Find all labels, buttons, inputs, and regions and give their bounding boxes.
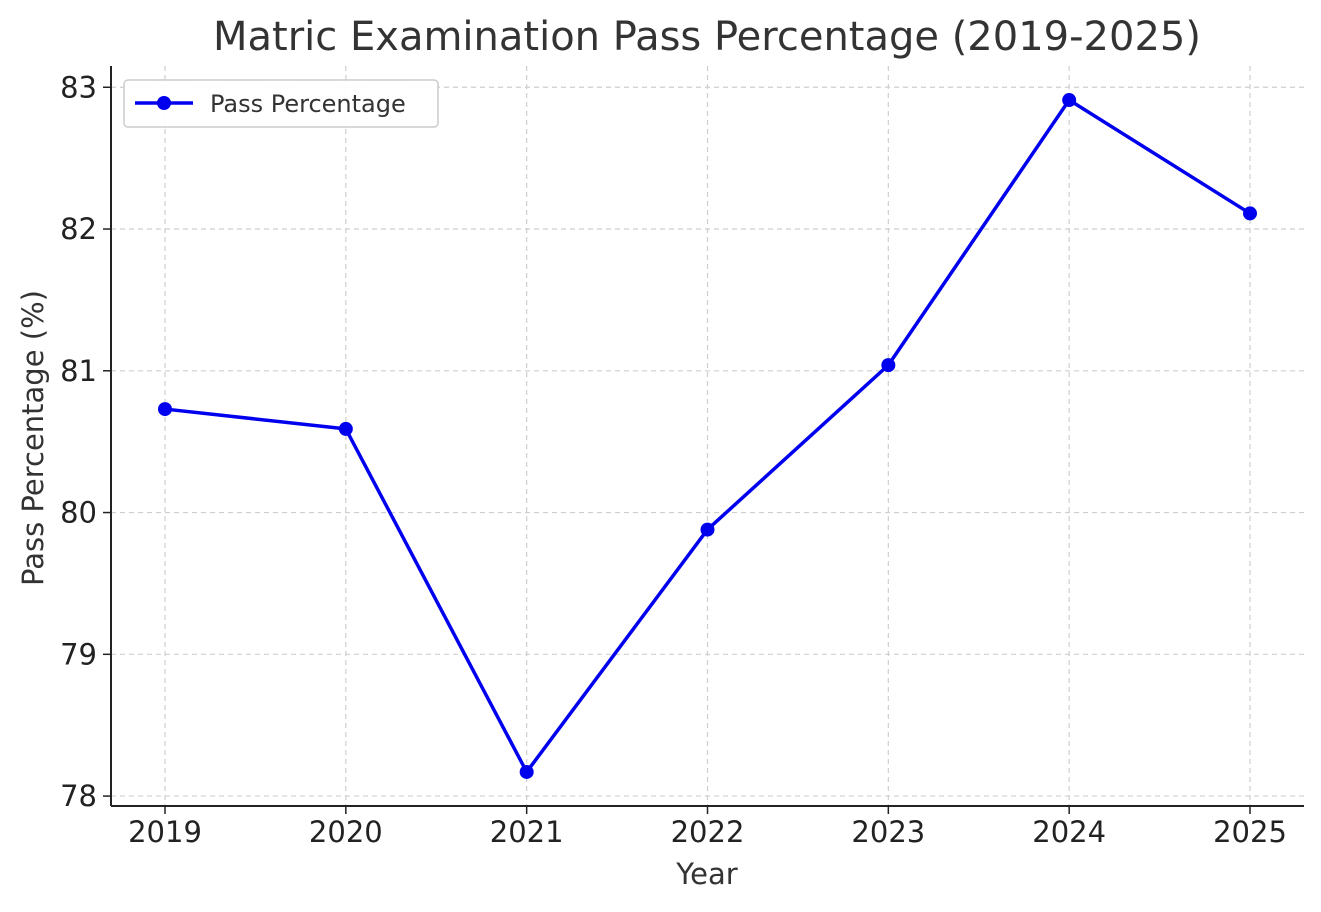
- x-tick-label: 2024: [1032, 815, 1106, 849]
- x-axis-label: Year: [675, 857, 737, 891]
- data-point: [158, 402, 172, 417]
- data-point: [519, 764, 534, 779]
- legend-box: [123, 79, 439, 128]
- y-tick-label: 83: [60, 70, 97, 104]
- x-tick-label: 2021: [490, 815, 564, 849]
- series: [158, 93, 1257, 779]
- x-tick-label: 2020: [309, 815, 383, 849]
- x-tick-label: 2023: [851, 815, 925, 849]
- legend-marker-swatch: [157, 96, 171, 110]
- data-point: [1062, 93, 1077, 108]
- data-point: [700, 522, 715, 537]
- data-point: [338, 421, 353, 436]
- y-tick-label: 79: [60, 637, 97, 671]
- x-tick-label: 2019: [128, 815, 202, 849]
- y-tick-label: 81: [60, 354, 97, 388]
- chart-title: Matric Examination Pass Percentage (2019…: [213, 14, 1201, 60]
- legend: Pass Percentage: [123, 79, 439, 128]
- data-point: [1243, 206, 1257, 221]
- x-tick-label: 2025: [1213, 815, 1287, 849]
- y-tick-label: 78: [60, 779, 97, 813]
- y-axis-label: Pass Percentage (%): [16, 290, 50, 586]
- axes: 2019 2020 2021 2022 2023 2024 2025 78 79 80 81 82 83: [60, 66, 1304, 849]
- legend-label: Pass Percentage: [210, 90, 406, 118]
- x-tick-label: 2022: [671, 815, 745, 849]
- y-tick-label: 80: [60, 496, 97, 530]
- data-point: [881, 358, 896, 373]
- y-tick-label: 82: [60, 212, 97, 246]
